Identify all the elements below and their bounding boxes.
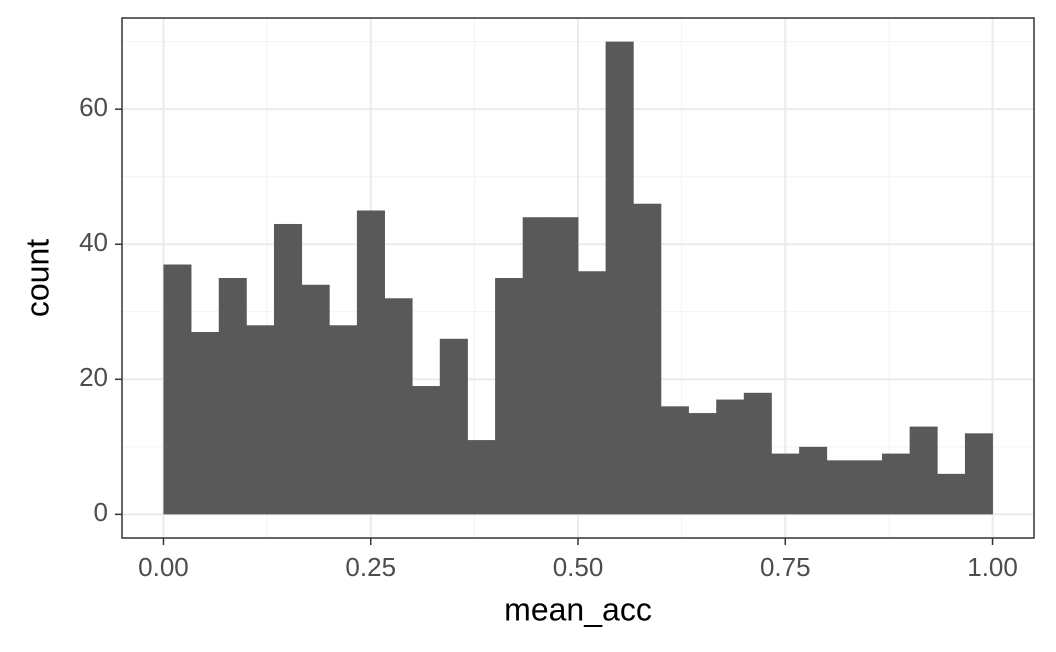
bar — [412, 386, 441, 515]
x-tick-label: 0.25 — [345, 552, 396, 582]
bar — [799, 446, 828, 515]
bar — [771, 453, 800, 515]
bar — [191, 332, 220, 515]
bars — [163, 41, 993, 515]
bar — [964, 433, 993, 515]
bar — [578, 271, 607, 515]
bar — [605, 41, 634, 515]
bar — [854, 460, 883, 515]
bar — [246, 325, 275, 515]
bar — [384, 298, 413, 515]
x-tick-label: 1.00 — [967, 552, 1018, 582]
bar — [909, 426, 938, 515]
bar — [495, 278, 524, 515]
bar — [550, 217, 579, 515]
bar — [163, 264, 192, 515]
bar — [301, 284, 330, 515]
bar — [882, 453, 911, 515]
y-tick-label: 20 — [79, 362, 108, 392]
bar — [439, 338, 468, 515]
bar — [937, 473, 966, 515]
bar — [467, 440, 496, 515]
bar — [329, 325, 358, 515]
bar — [743, 392, 772, 515]
axes: 0.00 0.25 0.50 0.75 1.00 0 20 40 60 — [79, 92, 1018, 582]
y-axis-title: count — [19, 239, 55, 317]
bar — [522, 217, 551, 515]
x-axis-title: mean_acc — [504, 591, 652, 627]
bar — [356, 210, 385, 515]
x-tick-label: 0.75 — [760, 552, 811, 582]
bar — [273, 223, 303, 515]
y-tick-label: 40 — [79, 227, 108, 257]
y-tick-label: 60 — [79, 92, 108, 122]
bar — [688, 413, 717, 515]
bar — [633, 203, 662, 515]
y-tick-label: 0 — [94, 497, 108, 527]
bar — [660, 406, 689, 515]
x-tick-label: 0.50 — [553, 552, 604, 582]
bar — [716, 399, 745, 515]
bar — [826, 460, 855, 515]
x-tick-label: 0.00 — [138, 552, 189, 582]
bar — [218, 278, 247, 515]
